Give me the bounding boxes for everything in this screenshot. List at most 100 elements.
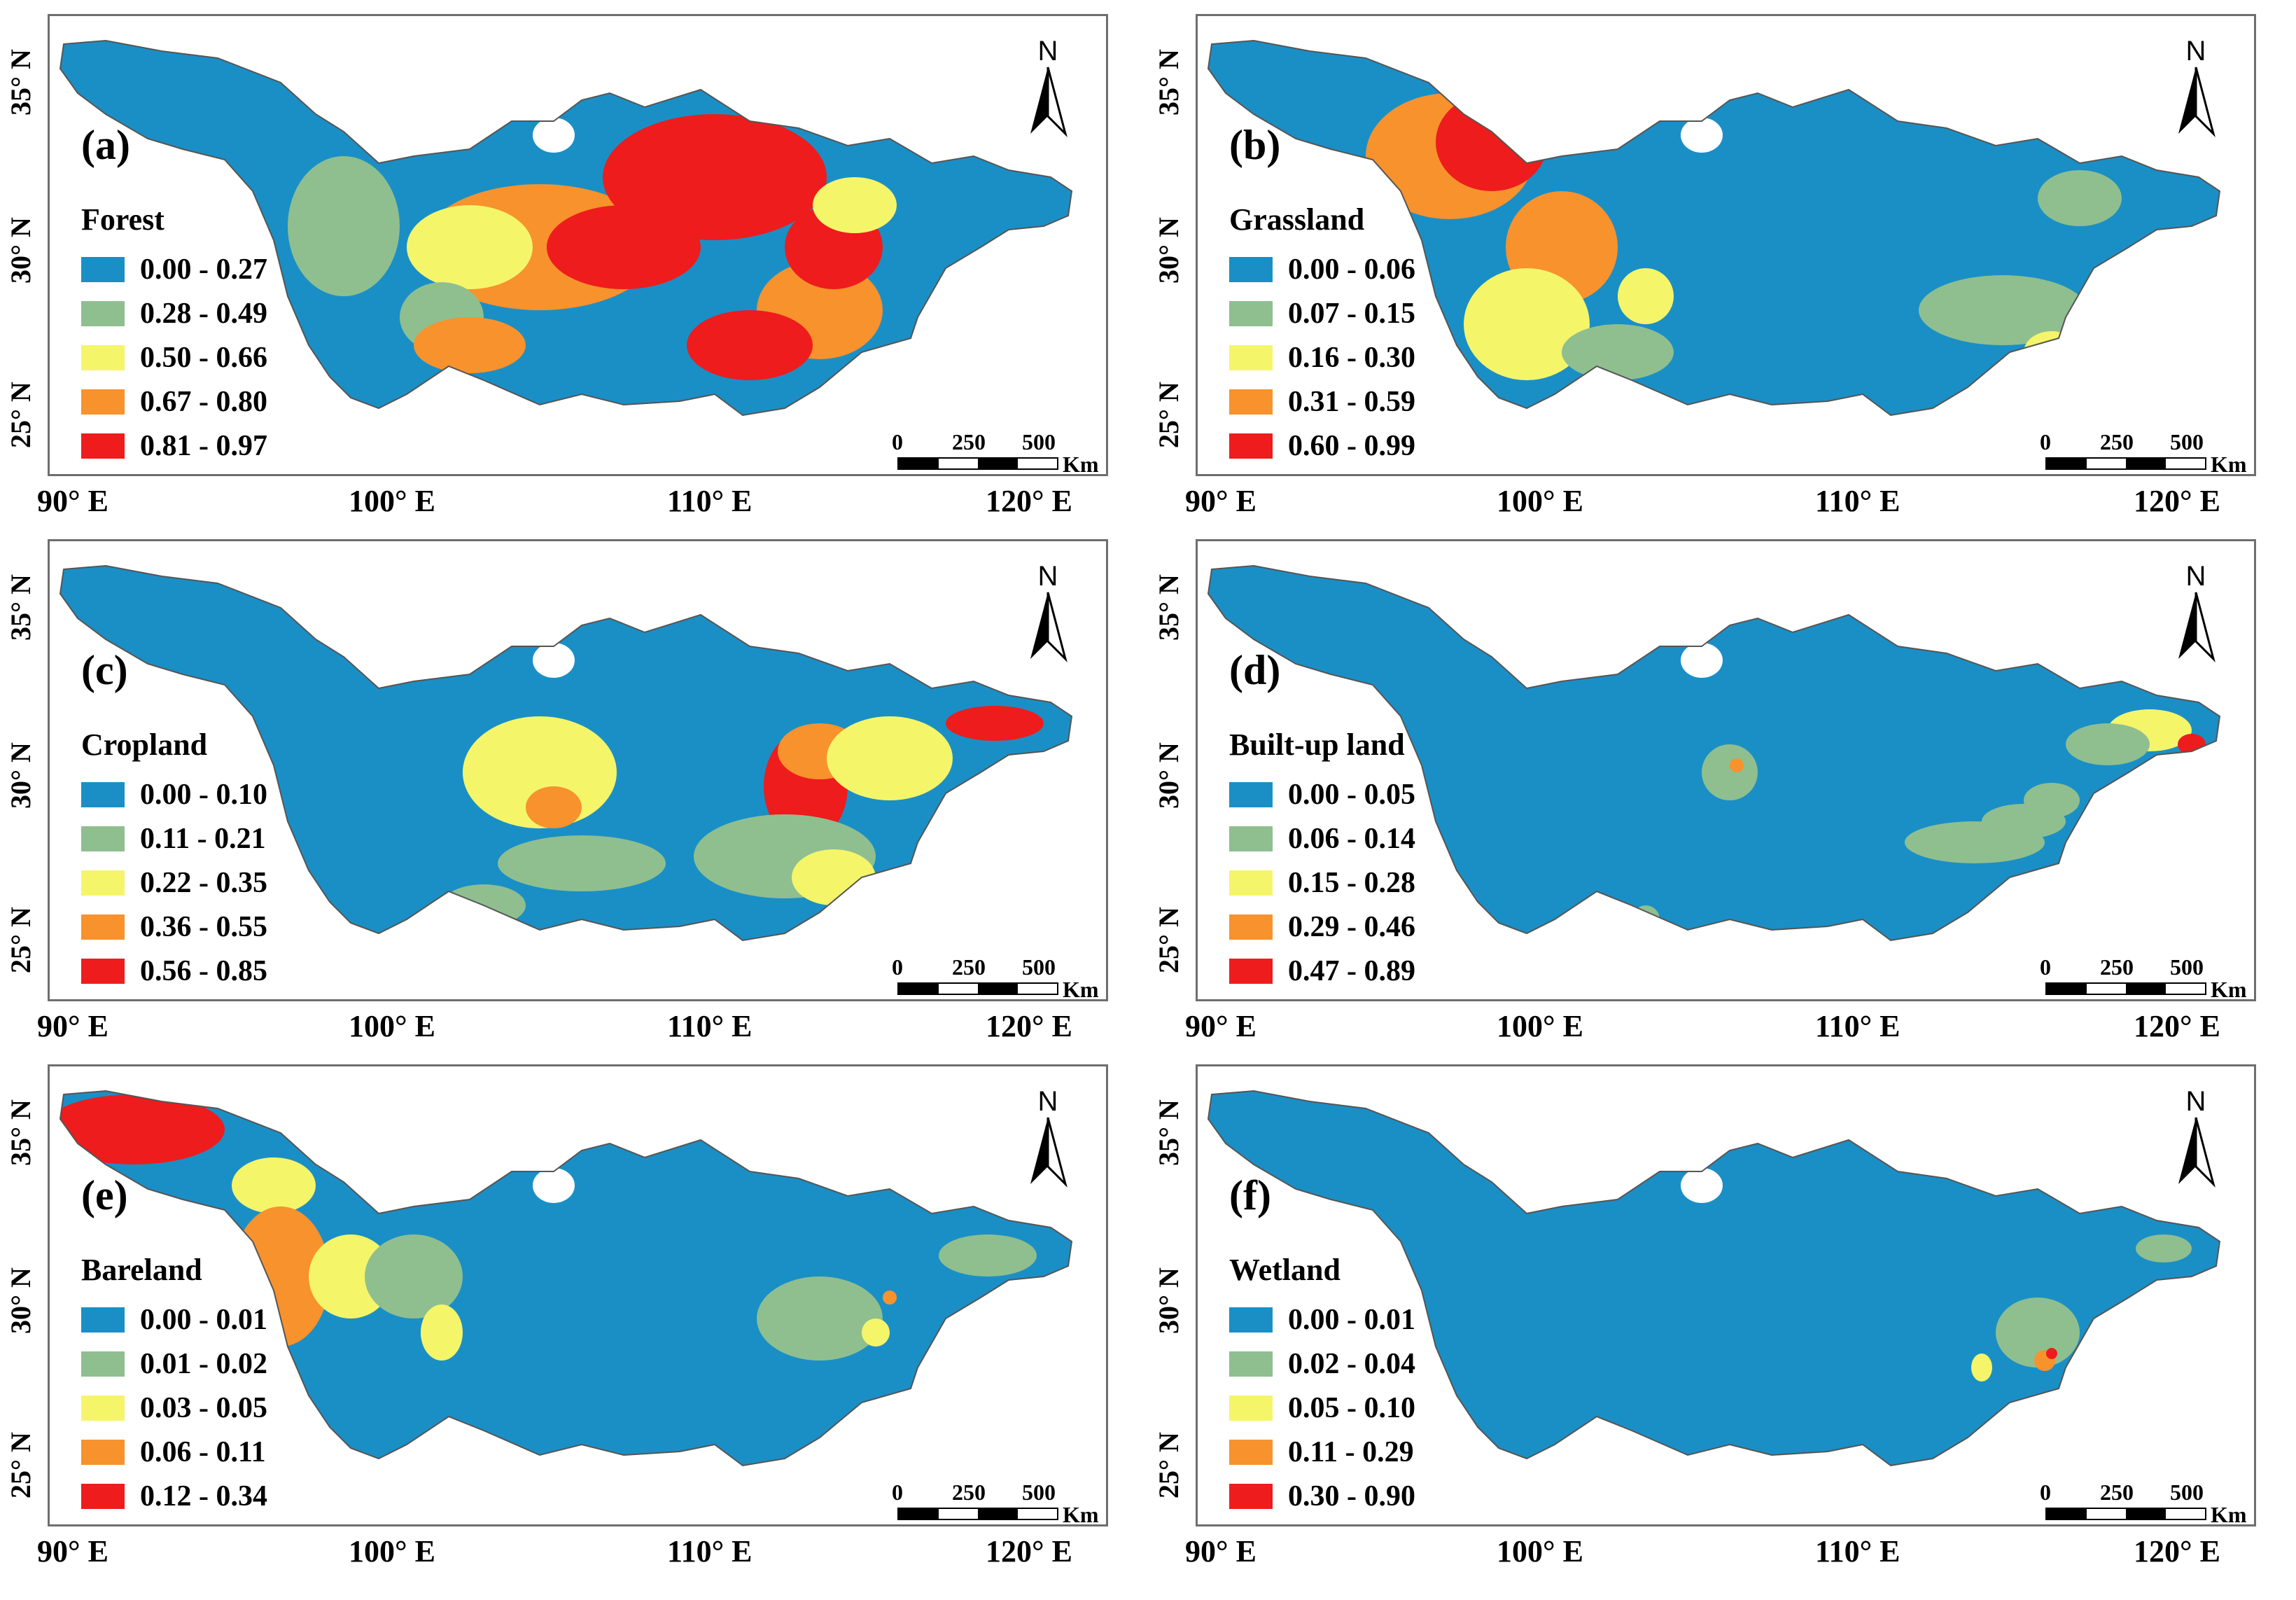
legend-item: 0.15 - 0.28	[1229, 861, 1415, 905]
legend-swatch	[1229, 1307, 1273, 1333]
legend-swatch	[81, 1483, 125, 1509]
scale-tick: 250	[2100, 954, 2134, 980]
class-region	[547, 205, 701, 289]
scale-bar: 0 250 500 Km	[882, 954, 1099, 1003]
map-panel: (d) Built-up land 0.00 - 0.05 0.06 - 0.14 0.…	[1196, 539, 2256, 1002]
legend-swatch	[1229, 781, 1273, 807]
arrow-icon	[1030, 1117, 1068, 1188]
latitude-label: 25° N	[1153, 907, 1184, 973]
legend-item: 0.05 - 0.10	[1229, 1386, 1415, 1430]
legend-title: Forest	[81, 202, 164, 237]
north-arrow-icon: N	[2171, 36, 2220, 141]
basin-outline	[1207, 1090, 2221, 1467]
longitude-label: 120° E	[986, 484, 1072, 518]
basin-outline	[1207, 39, 2221, 417]
longitude-label: 90° E	[1185, 484, 1256, 518]
legend-swatch	[1229, 345, 1273, 370]
class-region	[2066, 723, 2150, 765]
legend-swatch	[81, 958, 125, 984]
legend-swatch	[1229, 256, 1273, 282]
legend-item: 0.12 - 0.34	[81, 1474, 267, 1518]
scale-tick: 500	[2170, 954, 2204, 980]
basin-map	[59, 39, 1073, 417]
arrow-icon	[2178, 67, 2216, 137]
map-panel: (c) Cropland 0.00 - 0.10 0.11 - 0.21 0.22 - …	[48, 539, 1108, 1003]
class-region	[862, 1319, 890, 1347]
legend-swatch	[81, 345, 125, 370]
panel-label: (f)	[1229, 1172, 1271, 1218]
scale-tick: 500	[1022, 954, 1056, 980]
latitude-label: 25° N	[1153, 382, 1184, 448]
class-region	[757, 1276, 883, 1361]
legend-label: 0.29 - 0.46	[1288, 910, 1415, 943]
lake-hole	[1681, 118, 1723, 153]
class-region	[1919, 275, 2087, 345]
class-region	[1702, 744, 1758, 800]
legend-item: 0.00 - 0.06	[1229, 247, 1415, 291]
legend-swatch	[81, 826, 125, 851]
longitude-label: 100° E	[349, 1009, 435, 1043]
map-panel: (a) Forest 0.00 - 0.27 0.28 - 0.49 0.50 - 0.…	[48, 14, 1108, 478]
legend-label: 0.30 - 0.90	[1288, 1480, 1415, 1512]
scale-tick: 250	[2100, 429, 2134, 454]
latitude-label: 25° N	[5, 382, 36, 448]
basin-outline	[59, 39, 1073, 417]
legend-item: 0.01 - 0.02	[81, 1342, 267, 1386]
map-panel: (f) Wetland 0.00 - 0.01 0.02 - 0.04 0.05 - 0…	[1196, 1064, 2256, 1527]
arrow-icon	[2178, 592, 2216, 662]
legend-swatch	[1229, 389, 1273, 415]
latitude-label: 35° N	[5, 574, 36, 641]
legend-item: 0.28 - 0.49	[81, 291, 267, 335]
scale-tick: 500	[1022, 1480, 1056, 1505]
legend-item: 0.06 - 0.11	[81, 1430, 267, 1474]
lake-hole	[1681, 643, 1723, 678]
legend: 0.00 - 0.01 0.01 - 0.02 0.03 - 0.05 0.06 - …	[81, 1298, 267, 1518]
class-region	[827, 716, 953, 800]
legend-swatch	[1229, 300, 1273, 326]
scale-unit: Km	[2211, 1502, 2247, 1527]
scale-tick: 250	[952, 429, 986, 454]
arrow-icon	[1030, 592, 1068, 662]
legend-label: 0.12 - 0.34	[140, 1480, 267, 1512]
class-region	[946, 706, 1044, 741]
arrow-icon	[1030, 67, 1068, 137]
scale-tick: 0	[892, 429, 903, 454]
legend-swatch	[1229, 826, 1273, 851]
scale-tick: 0	[892, 1480, 903, 1505]
legend-title: Bareland	[81, 1253, 202, 1287]
legend-item: 0.07 - 0.15	[1229, 291, 1415, 335]
legend: 0.00 - 0.27 0.28 - 0.49 0.50 - 0.66 0.67 - …	[81, 247, 267, 468]
legend-label: 0.22 - 0.35	[140, 866, 267, 899]
class-region	[2038, 170, 2122, 226]
legend-label: 0.00 - 0.06	[1288, 253, 1415, 286]
legend-label: 0.06 - 0.11	[140, 1435, 266, 1468]
legend-label: 0.07 - 0.15	[1288, 297, 1415, 330]
legend-label: 0.00 - 0.01	[140, 1303, 267, 1336]
legend-item: 0.03 - 0.05	[81, 1386, 267, 1430]
legend-label: 0.16 - 0.30	[1288, 341, 1415, 374]
legend-swatch	[81, 870, 125, 896]
legend-swatch	[1229, 870, 1273, 896]
scale-bar: 0 250 500 Km	[882, 429, 1099, 478]
legend-swatch	[1229, 1439, 1273, 1465]
legend-swatch	[81, 1395, 125, 1421]
longitude-label: 100° E	[1497, 1009, 1583, 1043]
class-region	[2136, 1234, 2192, 1262]
longitude-label: 90° E	[37, 1009, 108, 1043]
scale-tick: 0	[2040, 954, 2051, 980]
basin-outline	[59, 564, 1073, 942]
legend-label: 0.06 - 0.14	[1288, 822, 1415, 855]
legend-item: 0.02 - 0.04	[1229, 1342, 1415, 1386]
longitude-label: 100° E	[1497, 1534, 1583, 1568]
north-label: N	[2185, 561, 2206, 592]
legend-label: 0.56 - 0.85	[140, 954, 267, 987]
legend-swatch	[81, 389, 125, 415]
arrow-icon	[2178, 1117, 2216, 1188]
legend-label: 0.03 - 0.05	[140, 1391, 267, 1424]
latitude-label: 35° N	[5, 49, 36, 116]
scale-unit: Km	[1063, 1502, 1099, 1527]
longitude-label: 110° E	[667, 1009, 752, 1043]
legend-swatch	[1229, 1395, 1273, 1421]
legend-swatch	[1229, 958, 1273, 984]
legend-label: 0.81 - 0.97	[140, 429, 267, 462]
